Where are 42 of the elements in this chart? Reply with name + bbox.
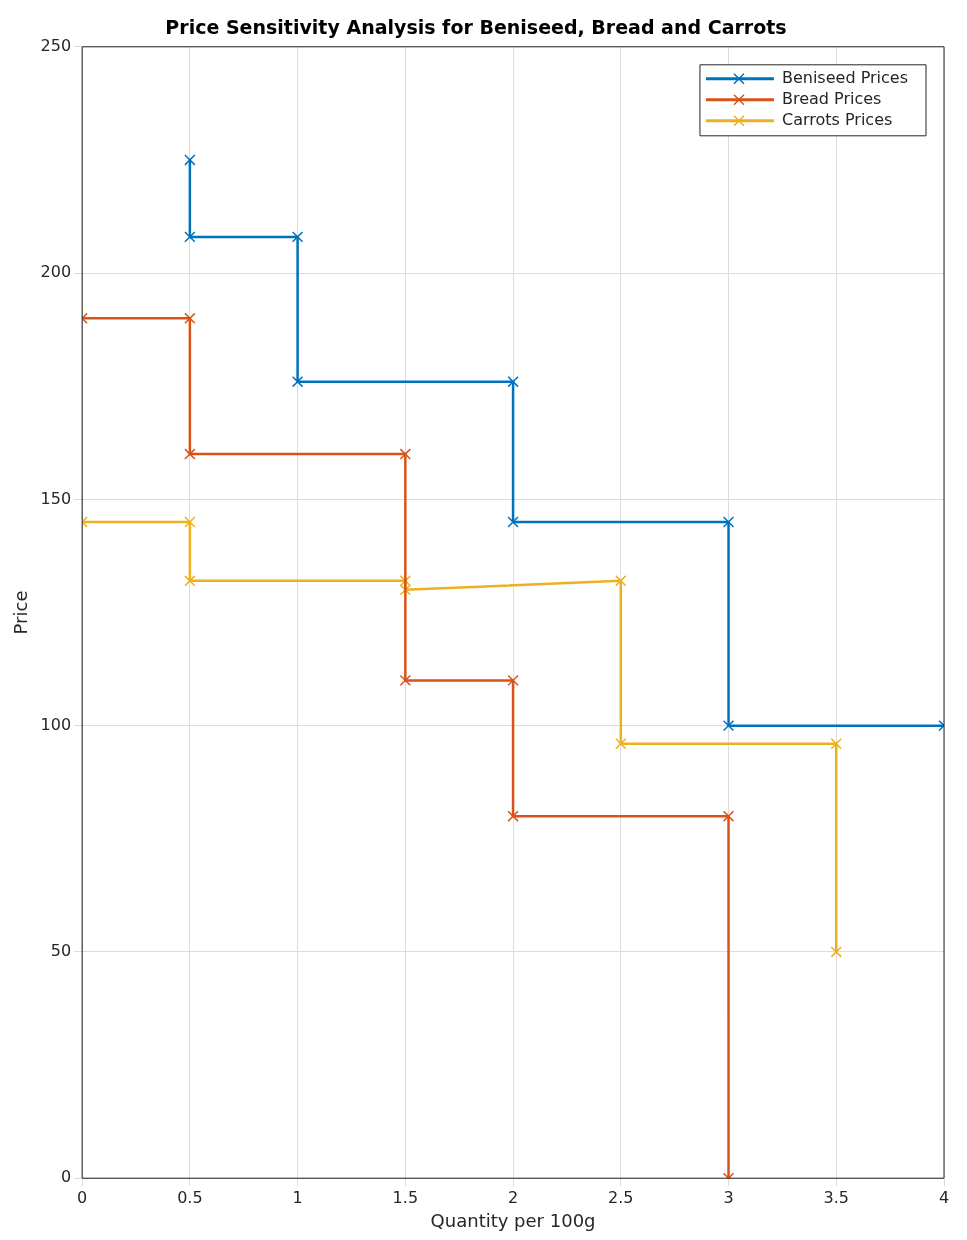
legend-label: Carrots Prices bbox=[781, 109, 893, 129]
point bbox=[615, 738, 627, 750]
point bbox=[830, 946, 842, 958]
x-tick-label: 3.5 bbox=[823, 1187, 849, 1207]
y-tick-label: 100 bbox=[40, 714, 72, 734]
point bbox=[399, 448, 412, 460]
point bbox=[291, 231, 304, 243]
y-axis-title: Price bbox=[10, 590, 32, 635]
x-tick-label: 4 bbox=[938, 1187, 950, 1207]
y-tick-label: 0 bbox=[60, 1167, 72, 1187]
x-tick-label: 1 bbox=[292, 1187, 303, 1207]
point bbox=[184, 448, 196, 460]
point bbox=[830, 738, 842, 750]
x-axis-title: Quantity per 100g bbox=[430, 1209, 596, 1231]
point bbox=[507, 810, 519, 822]
y-tick-label: 50 bbox=[50, 941, 72, 961]
point bbox=[184, 575, 196, 587]
point bbox=[615, 575, 627, 587]
x-tick-label: 3 bbox=[723, 1187, 734, 1207]
x-tick-label: 2.5 bbox=[608, 1187, 634, 1207]
x-tick-label: 2 bbox=[507, 1187, 519, 1207]
point bbox=[399, 674, 412, 687]
x-tick-label: 0 bbox=[77, 1187, 88, 1207]
point bbox=[184, 312, 196, 325]
point bbox=[722, 810, 735, 822]
point bbox=[722, 516, 735, 528]
chart-title: Price Sensitivity Analysis for Beniseed, Bread and Carrots bbox=[165, 16, 787, 39]
point bbox=[722, 719, 735, 732]
x-tick-label: 1.5 bbox=[392, 1187, 419, 1207]
y-tick-label: 200 bbox=[40, 262, 72, 282]
x-tick-label: 0.5 bbox=[177, 1187, 203, 1207]
y-tick-label: 250 bbox=[40, 35, 72, 55]
y-tick-label: 150 bbox=[40, 488, 72, 508]
point bbox=[507, 376, 519, 388]
point bbox=[184, 154, 196, 166]
point bbox=[291, 376, 304, 388]
point bbox=[507, 516, 519, 528]
legend-label: Beniseed Prices bbox=[781, 67, 909, 87]
legend-label: Bread Prices bbox=[781, 88, 882, 108]
point bbox=[507, 674, 519, 687]
point bbox=[184, 516, 196, 528]
point bbox=[184, 231, 196, 243]
